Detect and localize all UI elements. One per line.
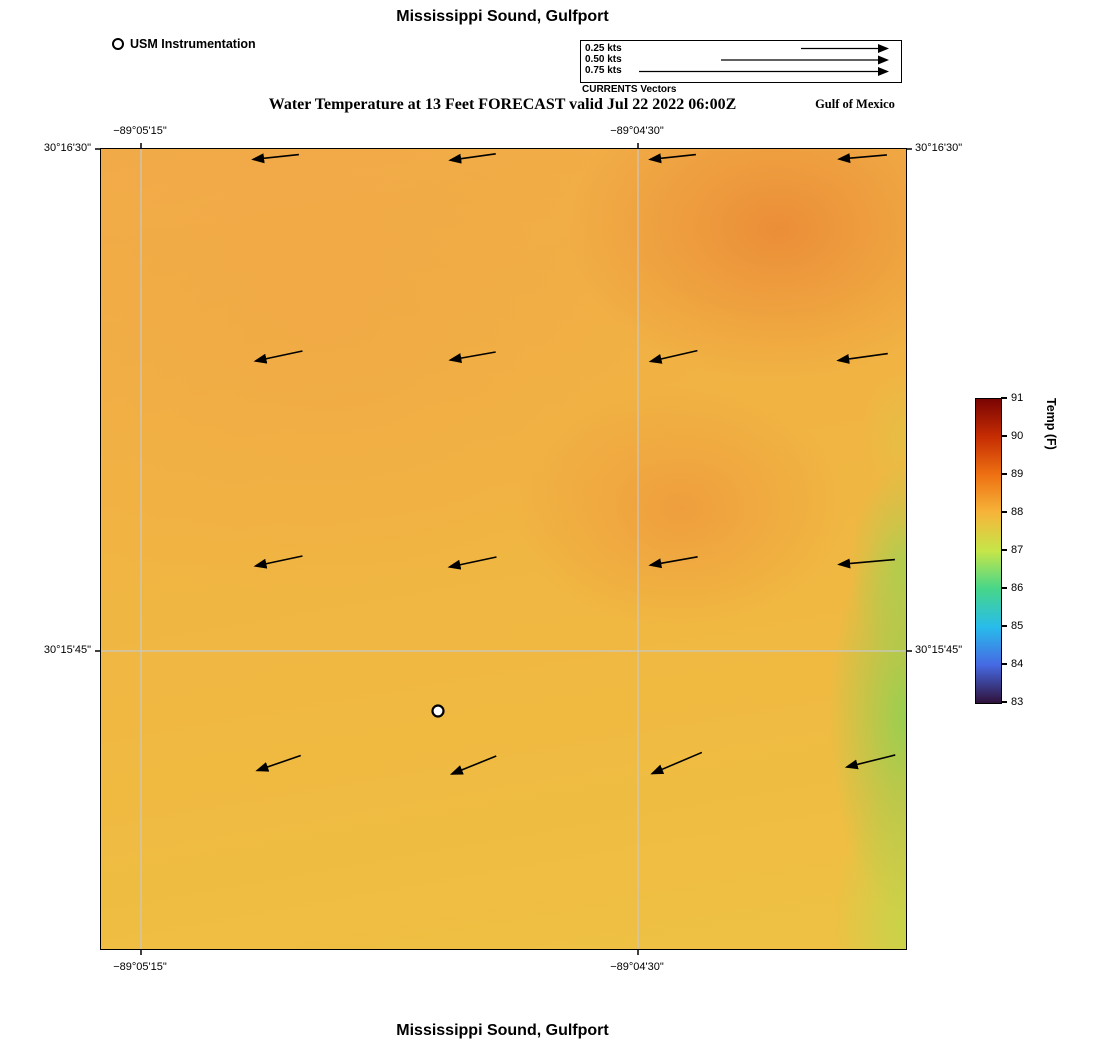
colorbar-tick: 83 [1001,696,1023,708]
figure-title-bottom: Mississippi Sound, Gulfport [396,1022,609,1039]
current-vector-legend-box: 0.25 kts 0.50 kts 0.75 kts [580,40,902,83]
x-axis-tick-label-bottom: −89°05'15" [113,961,167,973]
current-vector-arrow [648,349,698,364]
instrument-legend: USM Instrumentation [112,37,256,51]
colorbar-tick-label: 88 [1011,506,1024,518]
current-vector-arrow [837,153,887,164]
current-vector-arrow [836,352,888,364]
colorbar-tick-mark [1001,435,1007,437]
colorbar-tick-label: 91 [1011,392,1024,404]
colorbar-tick: 87 [1001,544,1023,556]
figure-title-top: Mississippi Sound, Gulfport [396,8,609,25]
colorbar-tick-label: 87 [1011,544,1024,556]
colorbar-tick: 91 [1001,392,1023,404]
vector-legend-label-075: 0.75 kts [585,65,622,76]
colorbar-label: Temp (F) [1044,398,1058,450]
colorbar-tick: 89 [1001,468,1023,480]
current-vector-arrow [253,350,303,364]
y-axis-tick-label-right: 30°15'45" [915,644,963,656]
current-vector-arrow [255,754,302,772]
vector-legend-arrows [639,44,889,76]
current-vector-arrow [447,556,497,570]
colorbar-tick-mark [1001,549,1007,551]
current-vector-arrow [844,754,896,770]
colorbar-tick-label: 84 [1011,658,1024,670]
colorbar-ticks: 91 90 89 88 87 86 85 84 83 [1001,392,1043,708]
x-axis-tick-label-bottom: −89°04'30" [610,961,664,973]
y-axis-tick-label-left: 30°15'45" [43,644,91,656]
colorbar-tick-label: 86 [1011,582,1024,594]
vector-legend-label-050: 0.50 kts [585,54,622,65]
colorbar-tick-label: 89 [1011,468,1024,480]
x-axis-tick-label-top: −89°05'15" [113,125,167,137]
current-vector-arrow [648,556,698,569]
colorbar-tick-mark [1001,587,1007,589]
y-axis-tick-label-right: 30°16'30" [915,142,963,154]
colorbar-tick-label: 83 [1011,696,1024,708]
current-vector-arrow [448,351,496,364]
current-vector-arrow [648,153,696,164]
map-overlay [95,143,912,955]
colorbar-tick-mark [1001,473,1007,475]
usm-instrument-marker [431,704,445,718]
current-vector-arrow [253,555,303,569]
colorbar-tick: 86 [1001,582,1023,594]
colorbar-tick: 85 [1001,620,1023,632]
y-axis-tick-label-left: 30°16'30" [43,142,91,154]
colorbar-tick: 84 [1001,658,1023,670]
instrument-circle-icon [112,38,124,50]
colorbar-tick-mark [1001,511,1007,513]
temperature-heatmap [95,143,912,955]
current-vector-arrow [650,751,703,775]
figure-subtitle: Water Temperature at 13 Feet FORECAST va… [268,96,737,113]
colorbar-tick-mark [1001,625,1007,627]
colorbar-tick: 90 [1001,430,1023,442]
instrument-legend-label: USM Instrumentation [130,37,256,51]
current-vector-arrow [251,153,299,164]
gulf-of-mexico-label: Gulf of Mexico [815,97,895,111]
colorbar-tick: 88 [1001,506,1023,518]
x-axis-tick-label-top: −89°04'30" [610,125,664,137]
vector-legend-label-025: 0.25 kts [585,43,622,54]
current-vector-arrow [837,558,895,569]
colorbar-tick-mark [1001,397,1007,399]
current-vector-arrow [448,153,496,164]
colorbar-tick-label: 85 [1011,620,1024,632]
current-vector-arrow [449,755,497,775]
colorbar-tick-label: 90 [1011,430,1024,442]
colorbar-tick-mark [1001,663,1007,665]
vector-legend-caption: CURRENTS Vectors [582,84,677,95]
colorbar-tick-mark [1001,701,1007,703]
colorbar [975,398,1002,704]
